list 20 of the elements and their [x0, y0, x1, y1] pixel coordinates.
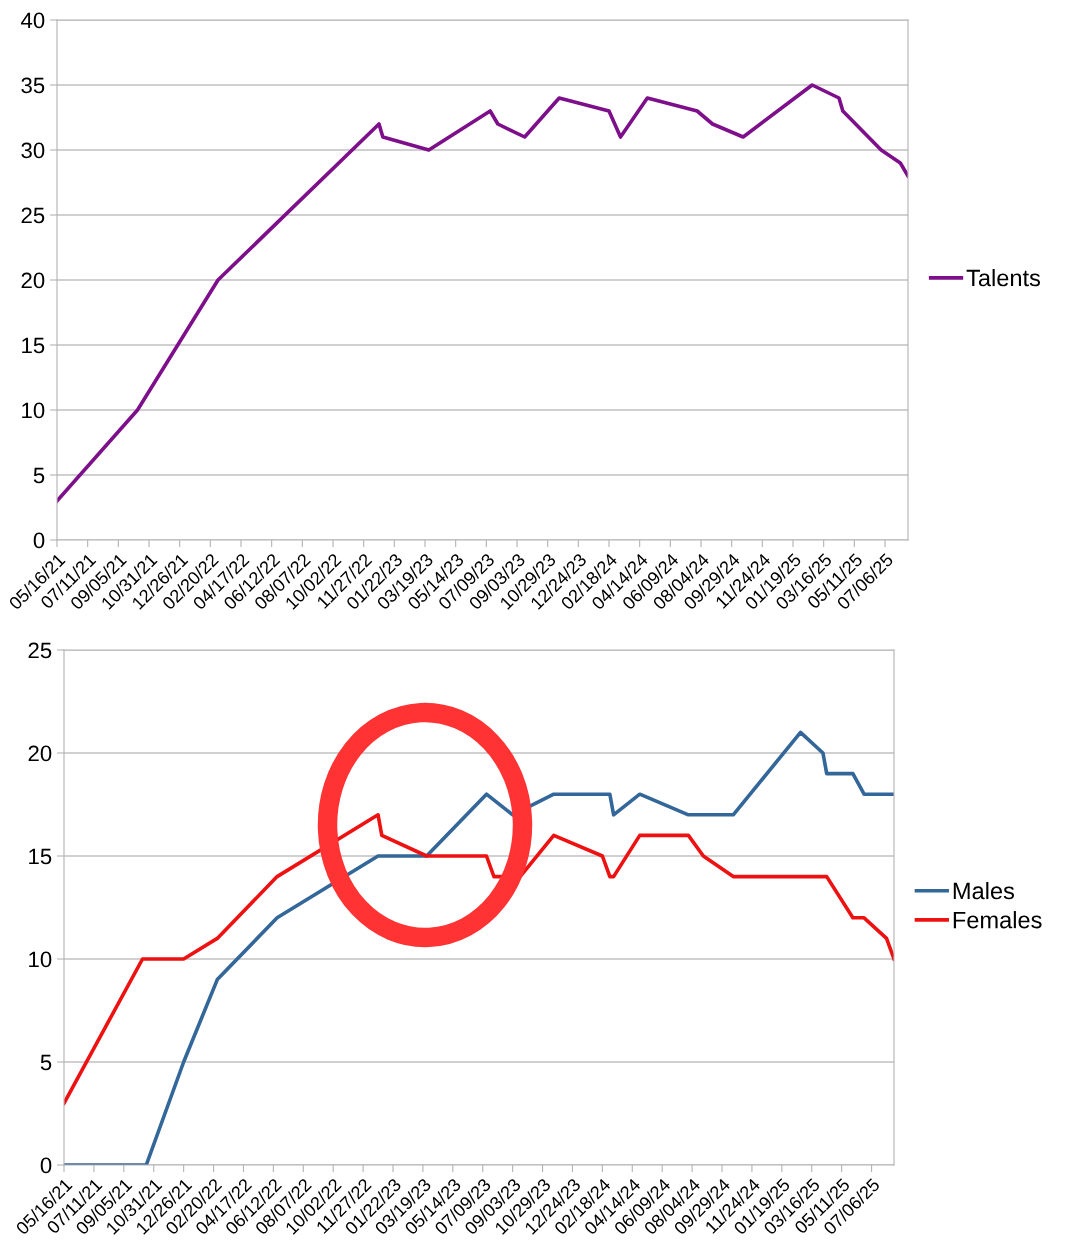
y-tick-label: 30 — [21, 142, 45, 159]
y-tick-label: 25 — [21, 207, 45, 224]
y-tick-label: 15 — [29, 848, 52, 865]
line-series — [64, 812, 894, 1106]
y-tick-label: 40 — [20, 12, 45, 29]
line-series — [57, 83, 908, 503]
legend-label: Females — [953, 911, 1042, 929]
y-tick-label: 15 — [22, 337, 45, 354]
y-tick-label: 0 — [33, 532, 45, 549]
y-tick-label: 10 — [29, 951, 52, 968]
y-tick-label: 10 — [22, 402, 45, 419]
y-tick-label: 20 — [21, 272, 45, 289]
y-tick-label: 35 — [21, 77, 45, 94]
y-tick-label: 20 — [28, 745, 52, 762]
legend-label: Talents — [966, 269, 1041, 287]
y-tick-label: 25 — [28, 642, 52, 659]
y-tick-label: 5 — [40, 1054, 52, 1071]
y-tick-label: 5 — [33, 467, 45, 484]
legend-label: Males — [953, 881, 1015, 900]
y-tick-label: 0 — [40, 1157, 52, 1174]
